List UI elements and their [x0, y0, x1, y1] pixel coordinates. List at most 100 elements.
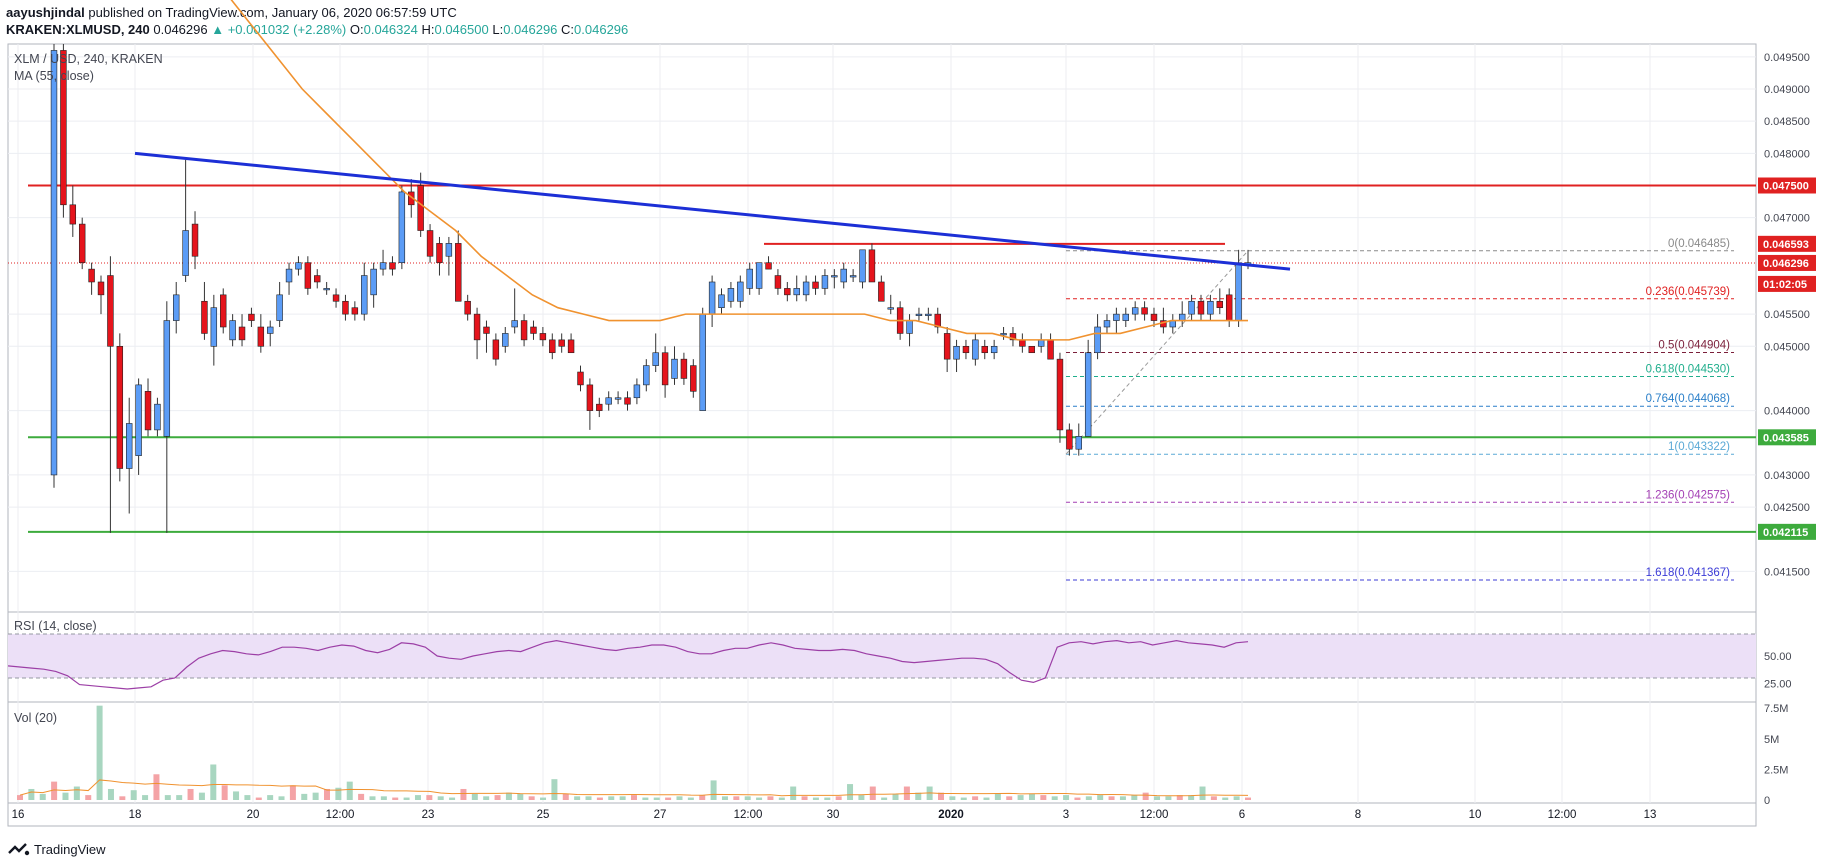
volume-bar	[756, 797, 763, 800]
candle	[840, 262, 847, 289]
volume-bar	[130, 790, 137, 800]
candle-body	[755, 262, 763, 289]
price-tag-label: 0.047500	[1763, 181, 1809, 193]
footer: TradingView	[8, 842, 106, 857]
ma-legend[interactable]: MA (55, close)	[14, 69, 94, 83]
volume-bar	[1131, 795, 1138, 800]
low-value: 0.046296	[503, 22, 558, 37]
volume-bar	[767, 796, 774, 800]
candle	[201, 281, 208, 340]
candle-body	[332, 294, 340, 302]
chart-frame	[7, 43, 1757, 827]
candle-body	[840, 268, 847, 283]
candle-body	[737, 281, 744, 302]
candle-body	[793, 288, 800, 296]
candle-body	[1141, 307, 1148, 315]
candle-body	[492, 339, 500, 360]
candle	[511, 288, 518, 334]
candle	[793, 275, 800, 302]
candle-body	[379, 262, 387, 270]
candle	[351, 301, 359, 321]
candle	[229, 314, 236, 347]
chart-header: aayushjindal published on TradingView.co…	[6, 4, 628, 38]
time-tick-label: 20	[247, 809, 260, 821]
candle	[248, 307, 255, 327]
candle-body	[238, 326, 246, 341]
volume-bar	[1040, 795, 1047, 800]
candle	[1197, 294, 1205, 321]
volume-bar	[301, 793, 308, 800]
price-tag-label: 01:02:05	[1763, 279, 1807, 291]
volume-bar	[107, 788, 114, 800]
price-tag-label: 0.046296	[1763, 258, 1809, 270]
rsi-legend[interactable]: RSI (14, close)	[14, 619, 97, 633]
candle	[915, 307, 923, 321]
fib-level-label: 0.764(0.044068)	[1646, 393, 1731, 405]
candle	[483, 320, 490, 353]
volume-bar	[847, 784, 854, 800]
volume-bar	[449, 797, 456, 800]
volume-bar	[96, 705, 103, 800]
symbol-interval[interactable]: KRAKEN:XLMUSD, 240	[6, 22, 150, 37]
candle-body	[97, 281, 105, 296]
candle	[1094, 314, 1101, 360]
time-tick-label: 27	[654, 809, 667, 821]
fib-level-label: 0.236(0.045739)	[1646, 286, 1731, 298]
candle-body	[953, 345, 960, 360]
candle-body	[765, 262, 772, 270]
candle	[567, 333, 575, 354]
candle-body	[502, 333, 509, 347]
publisher-username[interactable]: aayushjindal	[6, 5, 85, 20]
candle	[765, 256, 772, 270]
candle	[614, 391, 622, 405]
time-tick-label: 12:00	[1548, 809, 1577, 821]
symbol-legend[interactable]: XLM / USD, 240, KRAKEN	[14, 52, 163, 66]
candle	[1207, 294, 1214, 321]
volume-bar	[733, 796, 740, 800]
tradingview-brand[interactable]: TradingView	[34, 842, 106, 857]
candle-body	[1188, 300, 1195, 315]
volume-bar	[972, 796, 979, 800]
candle	[276, 281, 283, 327]
candle	[398, 185, 406, 270]
volume-bar	[198, 792, 205, 800]
candle	[257, 314, 265, 353]
candle-body	[417, 185, 424, 231]
volume-bar	[1154, 796, 1161, 800]
volume-bar	[1006, 796, 1013, 800]
candle-body	[821, 275, 829, 289]
price-tick-label: 0.042500	[1764, 502, 1810, 514]
candle	[69, 185, 77, 237]
candle-body	[690, 365, 697, 392]
candle	[361, 262, 368, 321]
candle	[671, 346, 678, 385]
candle	[520, 314, 528, 347]
candle	[107, 256, 114, 533]
candle-body	[774, 275, 782, 289]
candle	[586, 378, 594, 430]
candle	[60, 44, 67, 218]
candle	[1084, 339, 1092, 437]
open-value: 0.046324	[363, 22, 418, 37]
volume-bar	[540, 797, 547, 800]
candle	[455, 230, 462, 302]
time-tick-label: 16	[12, 809, 25, 821]
vol-legend[interactable]: Vol (20)	[14, 711, 58, 725]
time-tick-label: 2020	[938, 809, 964, 821]
candle-body	[925, 313, 932, 316]
volume-bar	[699, 795, 706, 800]
candle-body	[276, 294, 283, 321]
volume-bar	[358, 793, 365, 800]
candle-body	[314, 275, 321, 283]
candle-body	[125, 423, 133, 469]
candle	[445, 236, 453, 276]
candle-body	[831, 275, 838, 278]
volume-bar	[892, 793, 899, 800]
candle-body	[285, 268, 293, 283]
time-tick-label: 6	[1239, 809, 1245, 821]
candle-body	[1131, 307, 1139, 315]
candle-body	[1019, 339, 1026, 347]
close-label: C:	[561, 22, 575, 37]
volume-bar	[858, 795, 865, 800]
